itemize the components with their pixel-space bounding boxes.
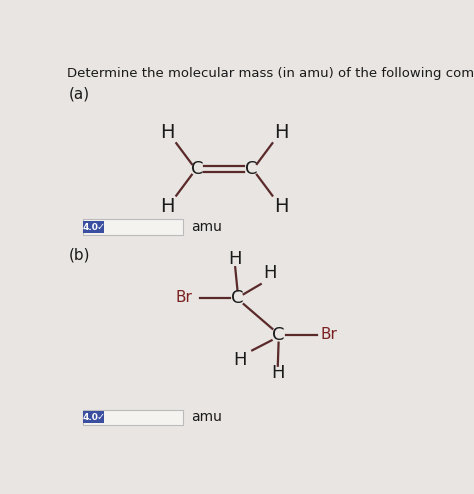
Text: H: H xyxy=(263,264,277,283)
Text: ✓: ✓ xyxy=(96,412,104,422)
Text: amu: amu xyxy=(191,411,222,424)
Text: C: C xyxy=(191,161,203,178)
Text: H: H xyxy=(273,123,288,142)
Text: H: H xyxy=(273,197,288,216)
FancyBboxPatch shape xyxy=(82,221,104,233)
Text: Determine the molecular mass (in amu) of the following compounds.: Determine the molecular mass (in amu) of… xyxy=(67,67,474,80)
Text: H: H xyxy=(161,197,175,216)
FancyBboxPatch shape xyxy=(82,411,104,423)
FancyBboxPatch shape xyxy=(82,410,183,425)
Text: 4.0: 4.0 xyxy=(82,223,98,232)
Text: C: C xyxy=(231,289,244,307)
Text: H: H xyxy=(271,365,284,382)
Text: amu: amu xyxy=(191,220,222,234)
Text: H: H xyxy=(233,351,246,370)
Text: H: H xyxy=(228,250,242,268)
FancyBboxPatch shape xyxy=(82,219,183,235)
Text: C: C xyxy=(245,161,258,178)
Text: (a): (a) xyxy=(69,86,90,101)
Text: Br: Br xyxy=(176,290,192,305)
Text: (b): (b) xyxy=(69,248,90,263)
Text: C: C xyxy=(273,326,285,344)
Text: 4.0: 4.0 xyxy=(82,413,98,422)
Text: Br: Br xyxy=(320,328,337,342)
Text: ✓: ✓ xyxy=(96,222,104,232)
Text: H: H xyxy=(161,123,175,142)
